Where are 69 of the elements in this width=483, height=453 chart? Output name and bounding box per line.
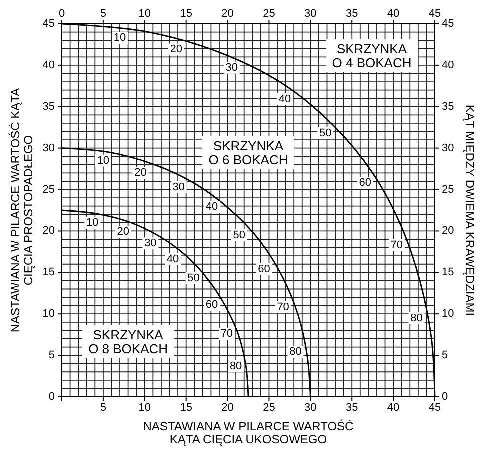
y-tick-label: 40 [42,59,55,72]
y2-tick-label: 0 [442,391,448,403]
y2-tick-label: 35 [442,100,454,113]
y-tick-label: 5 [48,350,55,362]
x2-tick-label: 0 [58,8,66,20]
x2-tick-label: 30 [304,8,317,20]
x2-tick-label: 25 [263,8,276,20]
x-tick-label: 40 [387,402,400,414]
x-tick-label: 30 [304,402,317,414]
annotation: 10 [86,216,99,229]
x2-tick-label: 45 [428,8,442,20]
y2-tick-label: 10 [442,308,454,320]
x-tick-label: 20 [222,402,234,414]
x2-tick-label: 10 [138,8,152,20]
annotation: 80 [410,312,423,324]
annotation: 50 [188,272,200,284]
annotation: 20 [117,226,130,238]
annotation: 30 [172,181,185,194]
annotation: 60 [359,177,372,190]
annotation: 80 [230,360,242,372]
annotation: 20 [170,44,183,56]
annotation: 60 [206,298,218,311]
annotation: 40 [166,253,180,266]
x-axis-title: NASTAWIANA W PILARCE WARTOŚĆ KĄTA CIĘCIA UKOSOWEGO [143,419,354,447]
x-tick-label: 5 [100,402,107,414]
x2-tick-label: 5 [100,8,107,20]
x-tick-label: 25 [263,402,276,414]
annotation: SKRZYNKA O 6 BOKACH [208,138,288,168]
x-tick-label: 45 [428,402,442,414]
annotation: 40 [278,93,292,106]
annotation: 10 [114,32,126,44]
y-tick-label: 20 [42,225,55,238]
x-tick-label: 15 [180,402,192,414]
y2-tick-label: 20 [442,225,454,238]
x2-tick-label: 20 [222,8,234,20]
x2-tick-label: 35 [346,8,358,20]
y2-tick-label: 25 [442,184,454,196]
y2-tick-label: 15 [442,266,454,279]
y-tick-label: 25 [42,184,55,196]
annotation: 30 [226,62,238,74]
annotation: 20 [134,167,147,180]
y-tick-label: 15 [42,266,55,279]
x-tick-label: 10 [138,402,152,414]
x-tick-label: 35 [346,402,358,414]
annotation: SKRZYNKA O 8 BOKACH [88,326,168,356]
annotation: 30 [144,238,157,250]
y-axis-title: NASTAWIANA W PILARCE WARTOŚĆ KĄTA CIĘCIA PROSTOPADŁEGO [8,88,36,333]
y2-tick-label: 30 [442,142,454,154]
annotation: 50 [319,127,332,140]
y-tick-label: 10 [42,308,55,320]
y2-tick-label: 40 [442,59,454,72]
annotation: 70 [277,301,290,314]
annotation: 60 [258,263,270,276]
x2-tick-label: 15 [180,8,192,20]
annotation: 10 [97,154,110,167]
annotation: 80 [290,346,302,358]
annotation: SKRZYNKA O 4 BOKACH [332,40,412,70]
y-tick-label: 0 [48,391,55,403]
y2-axis-title: KĄT MIĘDZY DWIEMA KRAWĘDZIAMI [463,104,477,316]
y2-tick-label: 45 [442,18,454,30]
y-tick-label: 45 [42,18,55,30]
y2-tick-label: 5 [442,350,448,362]
x2-tick-label: 40 [387,8,400,20]
annotation: 40 [206,201,218,214]
annotation: 70 [390,239,403,252]
annotation: 70 [220,328,234,340]
y-tick-label: 30 [42,142,55,154]
annotation: 50 [233,229,246,242]
y-tick-label: 35 [42,100,55,113]
